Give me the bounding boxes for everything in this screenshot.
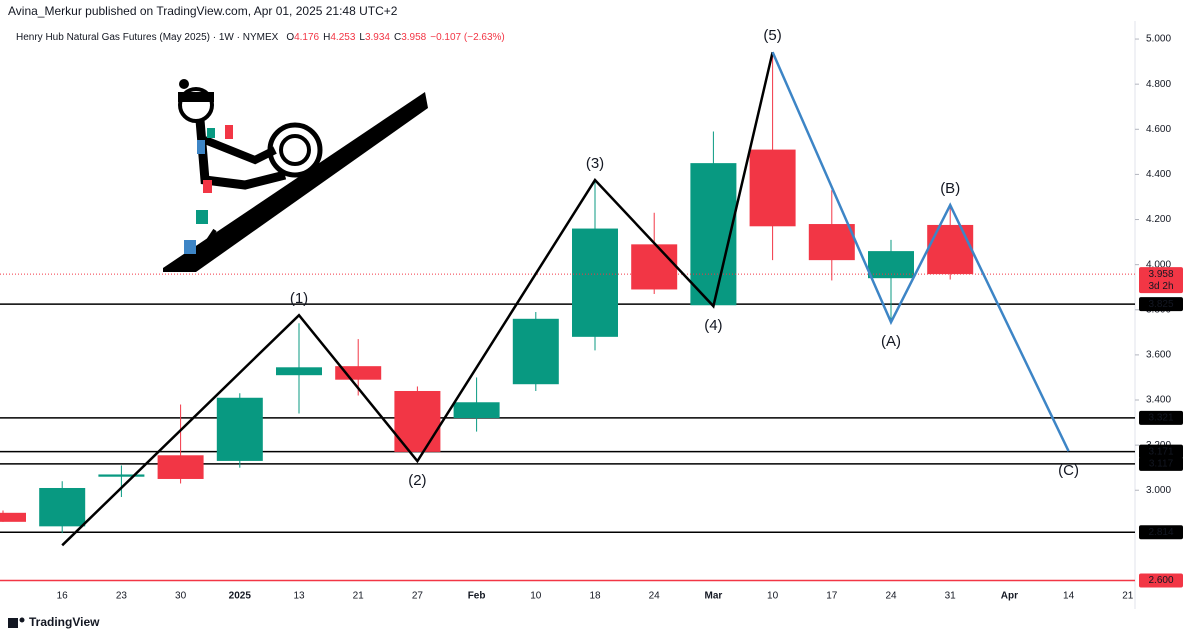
candle-body (690, 163, 737, 306)
level-label-box (1139, 444, 1183, 459)
wave-label: (1) (290, 290, 308, 307)
legend-key: H (323, 32, 330, 43)
x-tick-label: 10 (767, 591, 779, 602)
last-price-label: 3.958 (1148, 269, 1173, 280)
legend-value: 3.958 (401, 32, 426, 43)
published-note: Avina_Merkur published on TradingView.co… (8, 4, 398, 18)
wave-label: (A) (881, 333, 901, 350)
candle-body (276, 367, 322, 376)
y-tick-label: 3.000 (1146, 485, 1171, 496)
legend-title: Henry Hub Natural Gas Futures (May 2025)… (16, 32, 279, 43)
wave-line (61, 51, 774, 547)
x-tick-label: 18 (589, 591, 601, 602)
x-tick-label: Mar (705, 591, 723, 602)
candle-body (927, 224, 974, 275)
candle-body (39, 487, 86, 527)
x-tick-label: 10 (530, 591, 542, 602)
illustration (163, 79, 428, 272)
wave-label: (2) (408, 472, 426, 489)
level-label: 3.171 (1148, 446, 1173, 457)
x-tick-label: Feb (468, 591, 486, 602)
candle-body (335, 366, 382, 380)
candle-body (157, 455, 204, 479)
x-tick-label: 13 (293, 591, 305, 602)
level-label: 3.321 (1148, 412, 1173, 423)
level-label: 3.117 (1149, 458, 1174, 469)
x-tick-label: 27 (412, 591, 424, 602)
legend-value: 4.253 (330, 32, 355, 43)
x-tick-label: 23 (116, 591, 128, 602)
candle-body (512, 318, 559, 385)
wave-label: (C) (1058, 462, 1079, 479)
legend-value: 4.176 (294, 32, 319, 43)
y-tick-label: 4.400 (1146, 169, 1171, 180)
wave-line (771, 51, 1070, 452)
footer-brand: TradingView (29, 615, 100, 629)
legend: Henry Hub Natural Gas Futures (May 2025)… (16, 32, 505, 43)
candle-body (808, 224, 855, 261)
level-label: 2.600 (1148, 575, 1173, 586)
candle-body (749, 149, 796, 227)
wave-label: (5) (763, 27, 781, 44)
legend-key: O (286, 32, 294, 43)
x-tick-label: 24 (885, 591, 897, 602)
wave-label: (3) (586, 155, 604, 172)
legend-value: 3.934 (365, 32, 390, 43)
y-tick-label: 4.800 (1146, 79, 1171, 90)
x-tick-label: 21 (353, 591, 365, 602)
level-label-box (1139, 410, 1183, 425)
wave-label: (B) (940, 180, 960, 197)
last-price-box (1139, 267, 1183, 294)
x-tick-label: 30 (175, 591, 187, 602)
level-label-box (1139, 525, 1183, 540)
level-label-box (1139, 573, 1183, 588)
y-tick-label: 5.000 (1146, 34, 1171, 45)
candle-body (453, 402, 500, 419)
level-label-box (1139, 456, 1183, 471)
level-label-box (1139, 297, 1183, 312)
x-tick-label: 16 (57, 591, 69, 602)
legend-change: −0.107 (−2.63%) (430, 32, 505, 43)
x-tick-label: 14 (1063, 591, 1075, 602)
legend-key: L (359, 32, 365, 43)
level-label: 3.825 (1148, 299, 1173, 310)
countdown-label: 3d 2h (1148, 281, 1173, 292)
x-tick-label: 24 (649, 591, 661, 602)
footer-logo (8, 617, 25, 628)
y-tick-label: 3.600 (1146, 350, 1171, 361)
wave-label: (4) (704, 317, 722, 334)
y-tick-label: 4.600 (1146, 124, 1171, 135)
y-tick-label: 4.200 (1146, 214, 1171, 225)
x-tick-label: 31 (945, 591, 957, 602)
candle-body (0, 512, 26, 522)
candle-body (98, 474, 145, 477)
y-tick-label: 3.400 (1146, 395, 1171, 406)
y-tick-label: 4.000 (1146, 259, 1171, 270)
x-tick-label: 21 (1122, 591, 1134, 602)
candle-body (572, 228, 618, 337)
legend-key: C (394, 32, 401, 43)
plot-area (0, 51, 1135, 582)
candle-body (631, 244, 678, 290)
level-label: 2.814 (1148, 527, 1173, 538)
x-tick-label: 17 (826, 591, 838, 602)
candle-body (216, 397, 263, 461)
x-tick-label: Apr (1001, 591, 1018, 602)
x-tick-label: 2025 (229, 591, 252, 602)
